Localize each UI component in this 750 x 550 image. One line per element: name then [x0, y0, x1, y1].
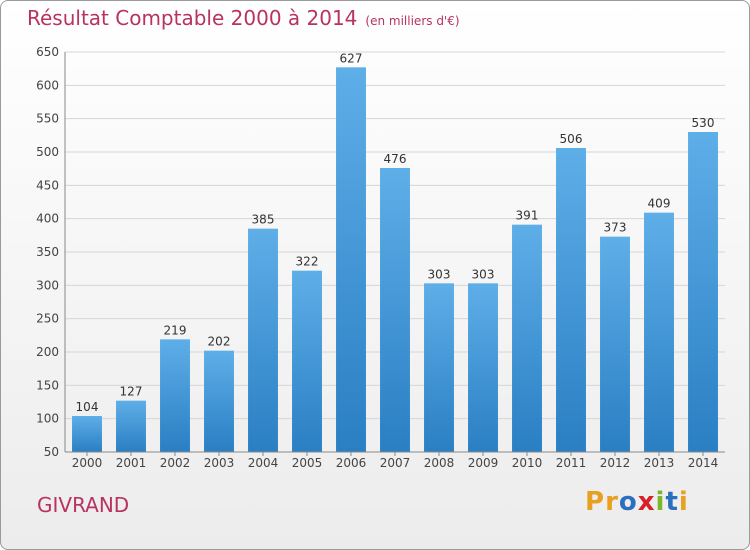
bar	[72, 416, 102, 452]
x-tick-label: 2003	[204, 456, 235, 470]
x-tick-label: 2013	[644, 456, 675, 470]
bar	[512, 224, 542, 452]
y-tick-label: 250	[36, 312, 59, 326]
bar	[644, 212, 674, 452]
data-label: 530	[692, 116, 715, 130]
data-label: 127	[120, 385, 143, 399]
y-tick-label: 550	[36, 112, 59, 126]
y-tick-label: 150	[36, 378, 59, 392]
x-tick-label: 2000	[72, 456, 103, 470]
data-label: 303	[428, 267, 451, 281]
data-label: 385	[252, 213, 275, 227]
chart-title: Résultat Comptable 2000 à 2014 (en millie…	[27, 6, 460, 30]
y-tick-label: 100	[36, 412, 59, 426]
data-label: 104	[76, 400, 99, 414]
x-tick-label: 2005	[292, 456, 323, 470]
y-tick-label: 450	[36, 178, 59, 192]
x-tick-label: 2014	[688, 456, 719, 470]
x-tick-label: 2004	[248, 456, 279, 470]
logo-letter: o	[618, 487, 638, 517]
y-tick-label: 350	[36, 245, 59, 259]
logo-letter: P	[585, 487, 606, 517]
x-tick-label: 2009	[468, 456, 499, 470]
data-label: 322	[296, 255, 319, 269]
data-label: 476	[384, 152, 407, 166]
y-tick-label: 650	[36, 45, 59, 59]
y-tick-label: 300	[36, 278, 59, 292]
bar	[116, 400, 146, 452]
y-tick-label: 200	[36, 345, 59, 359]
x-tick-label: 2001	[116, 456, 147, 470]
x-tick-label: 2007	[380, 456, 411, 470]
bar	[380, 168, 410, 452]
bar	[688, 132, 718, 452]
bar	[556, 148, 586, 452]
bar	[468, 283, 498, 452]
data-label: 627	[340, 51, 363, 65]
bar	[424, 283, 454, 452]
x-tick-label: 2010	[512, 456, 543, 470]
x-tick-label: 2008	[424, 456, 455, 470]
y-tick-label: 600	[36, 78, 59, 92]
bar	[600, 236, 630, 452]
bar	[292, 270, 322, 452]
logo-letter: r	[605, 487, 619, 517]
bar	[336, 67, 366, 452]
bar	[248, 228, 278, 452]
logo-letter: x	[637, 487, 656, 517]
bar	[160, 339, 190, 452]
data-label: 391	[516, 209, 539, 223]
data-label: 506	[560, 132, 583, 146]
data-label: 409	[648, 197, 671, 211]
x-tick-label: 2002	[160, 456, 191, 470]
y-tick-label: 500	[36, 145, 59, 159]
proxiti-logo: Proxiti	[585, 487, 689, 517]
x-tick-label: 2012	[600, 456, 631, 470]
logo-letter: t	[665, 487, 679, 517]
bar	[204, 350, 234, 452]
data-label: 373	[604, 221, 627, 235]
x-tick-label: 2006	[336, 456, 367, 470]
data-label: 303	[472, 267, 495, 281]
logo-letter: i	[655, 487, 666, 517]
data-label: 219	[164, 323, 187, 337]
chart-subtitle: (en milliers d'€)	[365, 14, 460, 28]
x-tick-label: 2011	[556, 456, 587, 470]
logo-letter: i	[678, 487, 689, 517]
data-label: 202	[208, 335, 231, 349]
city-name: GIVRAND	[37, 493, 130, 517]
y-tick-label: 50	[44, 445, 59, 459]
y-tick-label: 400	[36, 212, 59, 226]
